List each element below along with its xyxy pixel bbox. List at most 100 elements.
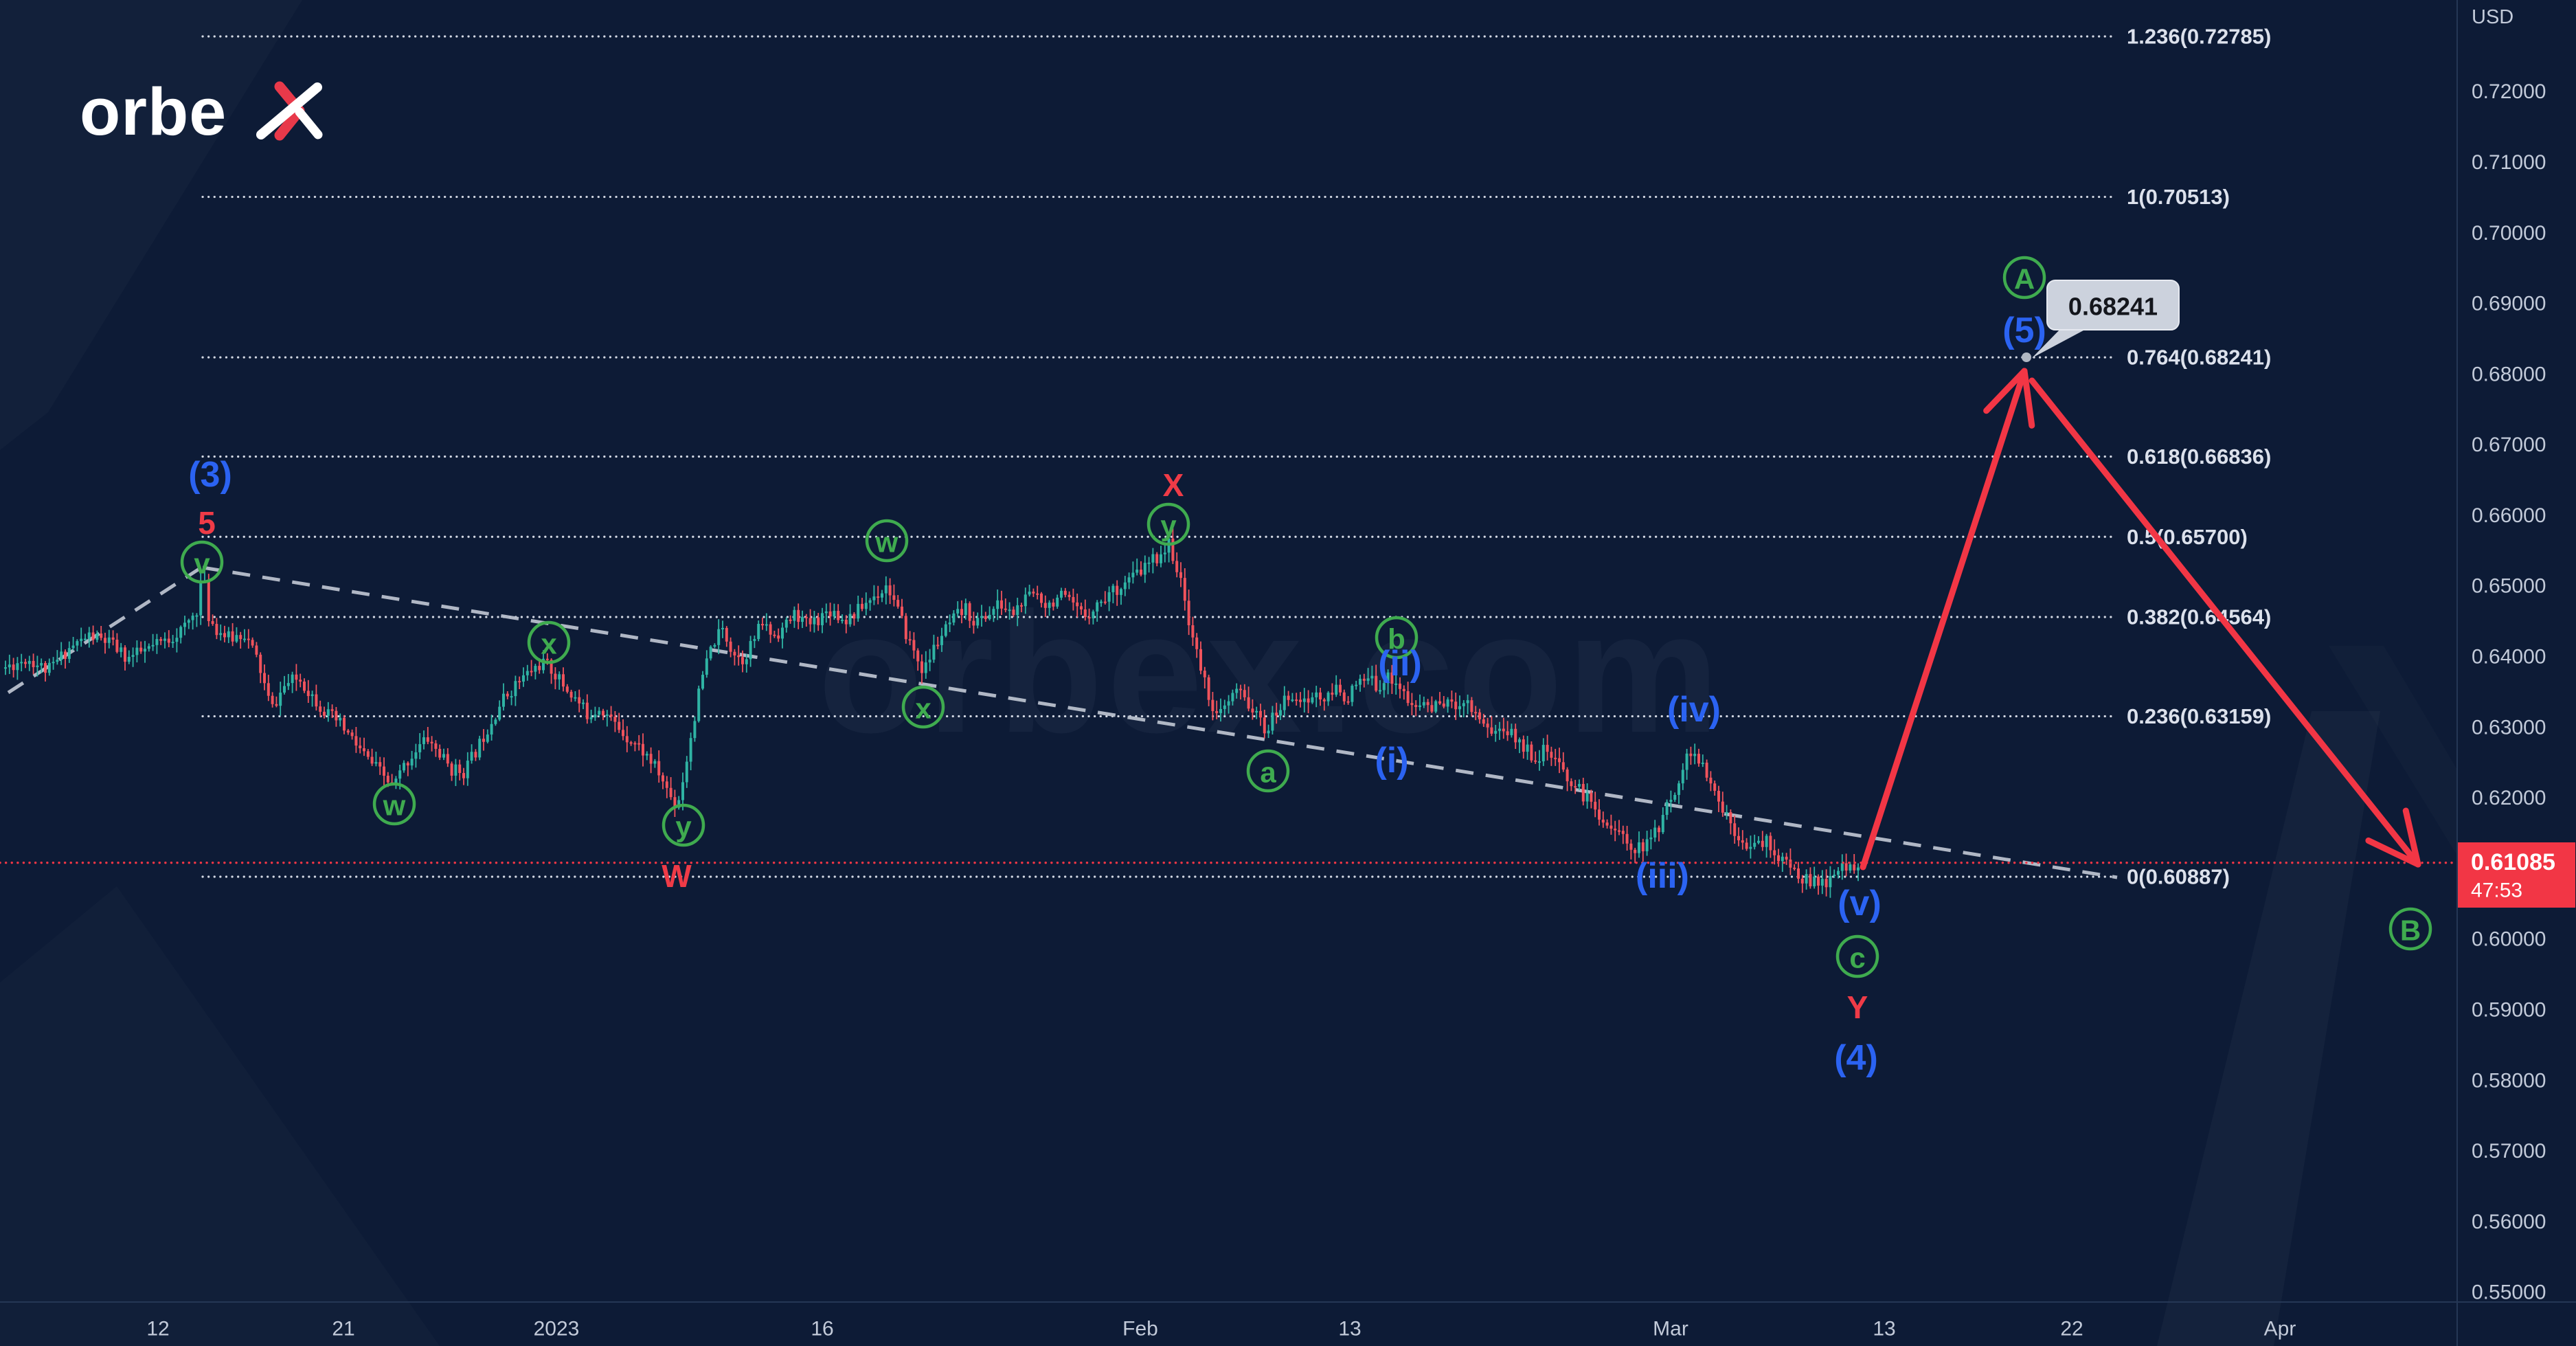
candle [1598,809,1601,820]
candle [1083,609,1087,618]
candle [518,681,521,683]
wave-marker-circle[interactable]: y [662,803,705,847]
candle [1362,678,1366,681]
candle [1709,777,1713,784]
wave-marker-circle[interactable]: w [372,782,416,826]
candle [1287,695,1290,700]
candle [315,694,318,707]
candle [912,640,916,651]
candle [346,730,350,733]
candle [458,764,462,774]
candle [183,622,186,627]
candle [1410,703,1414,706]
candle [689,738,692,762]
candle [1817,876,1820,886]
candle [1653,827,1657,838]
candle [1677,783,1680,795]
wave-marker-label[interactable]: W [662,858,692,894]
candle [1028,592,1031,595]
candle [1554,757,1557,759]
fib-level-label: 1(0.70513) [2127,185,2230,209]
candle [1574,786,1577,788]
candle [1773,850,1776,855]
candle [1558,758,1561,763]
candle [1067,594,1071,597]
price-tooltip[interactable]: 0.68241 [2032,280,2180,358]
trendline[interactable] [7,565,2118,879]
wave-marker-circle[interactable]: v [180,540,224,584]
tooltip-tail [2032,326,2092,358]
candle [291,674,294,684]
candle [76,641,79,646]
time-axis[interactable]: 12 21 2023 16 Feb 13 Mar 13 22 Apr [146,1318,2296,1341]
candle [1824,879,1828,888]
wave-marker-label[interactable]: (v) [1838,884,1882,923]
candle [1195,637,1199,649]
candle [817,617,820,625]
candle [864,603,868,609]
candle [1183,578,1186,601]
wave-markers[interactable]: (3)5vwxyWwxXyab(ii)(i)(iv)(iii)(v)cY(4)A… [180,256,2432,1078]
price-tag-bg [2458,842,2575,908]
candle [1335,684,1338,695]
candle [1446,699,1449,707]
candle [1191,625,1195,638]
price-tick-label: 0.66000 [2472,504,2546,527]
wave-marker-label[interactable]: (ii) [1378,644,1422,684]
wave-marker-label[interactable]: (iii) [1636,856,1689,896]
candle [1785,856,1788,860]
candle [111,637,115,640]
candle [1490,727,1493,734]
candle [1634,849,1637,853]
candle [605,714,609,716]
wave-marker-circle[interactable]: a [1246,749,1290,793]
candle [438,748,442,758]
candle [657,761,661,776]
candle [359,745,362,749]
price-tick-label: 0.60000 [2472,928,2546,951]
wave-marker-label[interactable]: Y [1847,989,1868,1025]
candle [1052,602,1055,607]
candle [1175,561,1179,572]
wave-marker-circle[interactable]: A [2002,256,2046,300]
candle [339,717,342,721]
candlestick-series[interactable] [4,528,1860,898]
candle [976,618,980,626]
time-tick-label: 13 [1873,1318,1895,1341]
wave-marker-circle[interactable]: x [901,685,945,729]
candle [1813,876,1816,886]
candle [227,631,230,638]
candle [1092,612,1095,618]
candle [1510,728,1513,736]
wave-marker-label[interactable]: (iv) [1667,690,1721,730]
logo-x-white-stroke-icon [295,107,323,139]
wave-marker-label[interactable]: X [1163,467,1184,503]
wave-marker-label[interactable]: (3) [188,455,232,495]
wave-marker-circle[interactable]: w [865,519,909,563]
candle [1729,812,1732,824]
candle [1291,699,1294,702]
fib-anchor-dot[interactable] [2022,352,2031,362]
wave-marker-label[interactable]: (4) [1834,1038,1878,1078]
fib-retracement[interactable]: 1.236(0.72785) 1(0.70513) 0.764(0.68241) 0.… [201,25,2271,889]
candle [1116,585,1119,595]
wave-marker-circle[interactable]: c [1835,934,1879,978]
candle [306,691,310,697]
projection-arrows[interactable] [1860,368,2421,871]
candle [366,751,370,757]
candle [1160,554,1162,563]
candle [1526,744,1529,752]
wave-marker-circle[interactable]: B [2388,907,2432,951]
wave-marker-label[interactable]: (i) [1375,741,1408,781]
candle [139,647,143,652]
wave-circle-icon [662,803,705,847]
candle [1131,572,1135,578]
wave-marker-circle[interactable]: y [1146,502,1190,546]
price-axis[interactable]: 0.72000 0.71000 0.70000 0.69000 0.68000 0.670… [2472,80,2546,1303]
wave-marker-label[interactable]: 5 [198,505,216,541]
wave-marker-circle[interactable]: x [527,620,571,664]
wave-marker-label[interactable]: (5) [2002,311,2046,350]
wave-marker-circle[interactable]: b [1375,616,1419,660]
